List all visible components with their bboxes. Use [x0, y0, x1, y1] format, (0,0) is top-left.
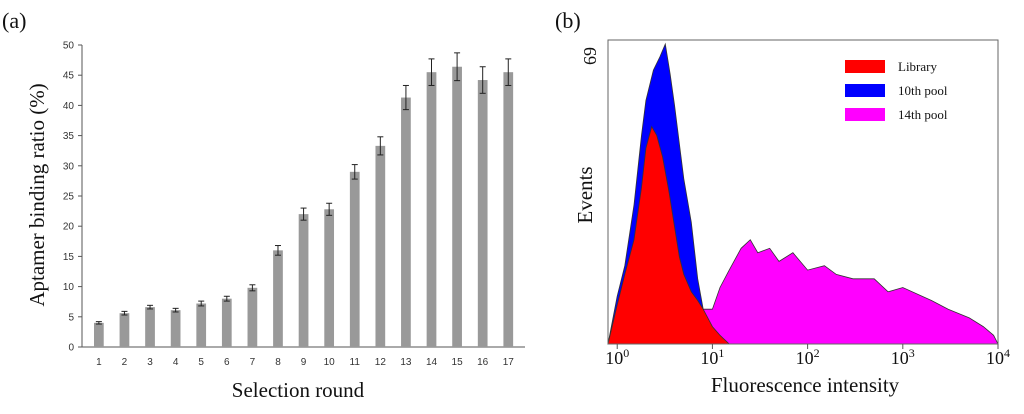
- error-bar: [249, 284, 256, 292]
- y-tick-label: 5: [68, 312, 74, 323]
- legend-item: Library: [845, 59, 937, 74]
- panel-b-y-axis-title: Events: [573, 166, 597, 223]
- x-tick-label: 14: [426, 357, 438, 368]
- x-tick-label: 7: [250, 357, 256, 368]
- error-bar: [479, 66, 486, 94]
- x-tick-label: 6: [224, 357, 230, 368]
- y-tick-label: 10: [63, 282, 75, 293]
- error-bar: [377, 136, 384, 156]
- bar: [119, 313, 130, 347]
- y-tick-label: 25: [63, 192, 75, 203]
- y-tick-label: 30: [63, 161, 75, 172]
- error-bar: [198, 300, 205, 307]
- error-bar: [505, 58, 512, 86]
- x-tick-label: 8: [275, 357, 281, 368]
- y-tick-label: 35: [63, 131, 75, 142]
- bar: [503, 72, 514, 348]
- y-tick-label: 50: [63, 41, 75, 52]
- panel-b-series: [607, 42, 999, 345]
- bar: [145, 307, 155, 347]
- panel-a-y-ticks: 0 5 10 15 20 25 30 35 40 45 50: [63, 41, 82, 354]
- x-tick-label: 5: [198, 357, 204, 368]
- bar: [426, 72, 437, 348]
- bar: [196, 303, 207, 347]
- y-tick-label: 45: [63, 71, 75, 82]
- error-bar: [274, 245, 281, 256]
- bar: [170, 310, 181, 347]
- bar: [375, 145, 386, 347]
- panel-b-x-axis-title: Fluorescence intensity: [711, 373, 900, 397]
- x-tick-label: 102: [796, 346, 820, 368]
- legend-label: 14th pool: [898, 107, 948, 122]
- error-bar: [351, 164, 358, 180]
- panel-b: (b) Events Fluorescence intensity 69 100…: [555, 8, 1010, 397]
- x-tick-label: 100: [605, 346, 629, 368]
- panel-a-x-ticks: 1 2 3 4 5 6 7 8 9 10 11 12 13 14 15 16 17: [96, 357, 514, 368]
- panel-a-bars: [94, 52, 514, 348]
- panel-b-label: (b): [555, 8, 581, 33]
- x-tick-label: 104: [986, 346, 1010, 368]
- error-bar: [121, 310, 128, 316]
- x-tick-label: 16: [477, 357, 489, 368]
- x-tick-label: 4: [173, 357, 179, 368]
- panel-a-y-axis-title: Aptamer binding ratio (%): [25, 83, 49, 306]
- legend-swatch: [845, 60, 885, 73]
- bar: [273, 250, 283, 347]
- x-tick-label: 15: [452, 357, 464, 368]
- x-tick-label: 17: [503, 357, 515, 368]
- bar: [247, 287, 258, 347]
- legend-swatch: [845, 108, 885, 121]
- error-bar: [95, 321, 102, 325]
- bar: [324, 209, 335, 347]
- x-tick-label: 13: [400, 357, 412, 368]
- y-tick-label: 40: [63, 101, 75, 112]
- panel-b-y-max-label: 69: [580, 47, 600, 65]
- x-tick-label: 103: [891, 346, 915, 368]
- error-bar: [428, 58, 435, 86]
- y-tick-label: 0: [68, 343, 74, 354]
- bar: [349, 171, 360, 347]
- legend-item: 10th pool: [845, 83, 948, 98]
- y-tick-label: 15: [63, 252, 75, 263]
- panel-b-x-ticks: 100 101 102 103 104: [605, 344, 1010, 368]
- panel-a-label: (a): [2, 8, 26, 33]
- histogram-series: [607, 125, 731, 345]
- panel-b-legend: Library 10th pool 14th pool: [845, 59, 948, 122]
- x-tick-label: 11: [350, 357, 361, 368]
- panel-b-plot-frame: [607, 39, 999, 345]
- x-tick-label: 1: [96, 357, 102, 368]
- error-bar: [402, 84, 409, 111]
- error-bar: [147, 304, 154, 310]
- x-tick-label: 12: [375, 357, 387, 368]
- panel-a: (a) Aptamer binding ratio (%) Selection …: [2, 8, 525, 402]
- bar: [452, 66, 462, 347]
- bar: [94, 322, 104, 347]
- error-bar: [172, 307, 179, 313]
- legend-label: Library: [898, 59, 937, 74]
- bar: [477, 80, 488, 348]
- y-tick-label: 20: [63, 222, 75, 233]
- legend-swatch: [845, 84, 885, 97]
- legend-label: 10th pool: [898, 83, 948, 98]
- x-tick-label: 3: [147, 357, 153, 368]
- bar: [298, 214, 309, 347]
- bar: [401, 97, 411, 347]
- error-bar: [454, 52, 461, 82]
- bar: [221, 298, 232, 347]
- error-bar: [223, 295, 230, 302]
- error-bar: [326, 202, 333, 216]
- panel-a-x-axis-title: Selection round: [232, 378, 365, 402]
- error-bar: [300, 207, 307, 221]
- x-tick-label: 9: [301, 357, 307, 368]
- x-tick-label: 101: [700, 346, 724, 368]
- x-tick-label: 10: [324, 357, 336, 368]
- legend-item: 14th pool: [845, 107, 948, 122]
- x-tick-label: 2: [122, 357, 128, 368]
